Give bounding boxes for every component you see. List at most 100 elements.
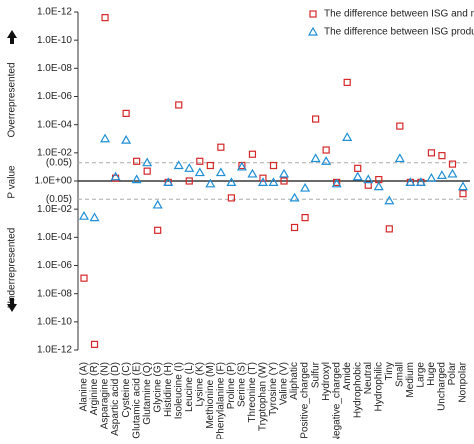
point (227, 194, 235, 202)
point (396, 122, 404, 130)
point (448, 160, 457, 168)
x-tick-label: Lysine (K) (194, 362, 205, 407)
x-tick-label: Huge (426, 362, 437, 386)
point (121, 134, 132, 144)
point (427, 149, 436, 157)
x-tick-label: Tryptophan (W) (258, 362, 269, 431)
y-tick-label: 1.0E-08 (37, 63, 72, 74)
point (331, 178, 342, 188)
point (89, 212, 100, 222)
point (152, 199, 163, 209)
point (133, 157, 141, 165)
point (131, 174, 142, 184)
point (259, 174, 267, 182)
point (436, 170, 447, 179)
x-tick-label: Hydroxyl (321, 362, 332, 401)
point (100, 133, 111, 143)
x-tick-label: Threonine (T) (247, 362, 258, 423)
up-arrow (7, 30, 17, 44)
y-tick-label: 1.0E-02 (37, 147, 72, 158)
x-tick-label: Aliphatic (289, 362, 300, 400)
y-label: P value (7, 165, 18, 199)
x-tick-label: Histidine (H) (163, 362, 174, 417)
point (101, 14, 109, 22)
x-tick-label: Nonpolar (458, 361, 469, 402)
point (80, 274, 88, 282)
point (154, 226, 162, 234)
y-tick-label: 1.0E-06 (37, 91, 72, 102)
point (322, 146, 330, 154)
x-tick-label: Isoleucine (I) (173, 362, 184, 419)
y-tick-label: 1.0E-10 (37, 35, 72, 46)
point (363, 174, 374, 184)
x-tick-label: Alanine (A) (79, 362, 90, 411)
y-tick-label: 1.0E-04 (37, 232, 72, 243)
point (289, 192, 300, 202)
legend-marker (307, 26, 319, 36)
x-tick-label: Hydrophilic (373, 362, 384, 411)
point (175, 101, 183, 109)
y-tick-label: 1.0E+00 (34, 176, 72, 187)
y-tick-label: 1.0E-12 (37, 345, 72, 356)
point (268, 177, 279, 187)
y-tick-label: 1.0E-02 (37, 204, 72, 215)
point (217, 143, 225, 151)
x-tick-label: Glycine (G) (152, 362, 163, 413)
point (163, 177, 174, 187)
point (194, 167, 205, 177)
point (438, 152, 446, 160)
x-tick-label: Neutral (363, 362, 374, 394)
point (310, 153, 321, 163)
point (415, 177, 426, 187)
x-tick-label: Glutamic acid (E) (131, 362, 142, 439)
y-tick-label: 1.0E-10 (37, 316, 72, 327)
y-tick-label: 1.0E-04 (37, 119, 72, 130)
x-tick-label: Serine (S) (237, 362, 248, 407)
point (290, 223, 299, 232)
point (447, 168, 458, 178)
point (173, 160, 184, 170)
point (205, 178, 216, 188)
point (269, 161, 278, 170)
x-tick-label: Proline (P) (226, 362, 237, 409)
y-tick-label: 1.0E-06 (37, 260, 72, 271)
point (405, 177, 416, 187)
point (247, 168, 258, 178)
point (257, 177, 269, 187)
legend-label: The difference between ISG products and … (324, 27, 474, 38)
point (206, 161, 214, 170)
y-tick-label: 1.0E-12 (37, 7, 72, 18)
point (248, 150, 257, 158)
x-tick-label: Methionine (M) (205, 362, 216, 429)
x-tick-label: Uncharged (437, 362, 448, 411)
x-tick-label: Cysteine (C) (121, 362, 132, 418)
point (394, 153, 405, 163)
point (110, 171, 121, 181)
point (352, 171, 363, 181)
x-tick-label: Leucine (L) (184, 362, 195, 412)
point (143, 167, 151, 175)
point (280, 177, 288, 185)
x-tick-label: Sulfur (310, 361, 321, 388)
point (142, 157, 153, 167)
point (215, 167, 226, 177)
legend-label: The difference between ISG and non-ISG p… (324, 9, 474, 20)
y-label-lower: Underrepresented (7, 228, 18, 309)
x-tick-label: Asparagine (N) (100, 362, 111, 429)
point (301, 214, 309, 222)
x-tick-label: Large (416, 362, 427, 388)
x-tick-label: Glutamine (Q) (142, 362, 153, 425)
point (278, 168, 290, 178)
point (373, 181, 384, 191)
x-tick-label: Amide (342, 362, 353, 391)
ref-line-label: (0.05) (46, 157, 72, 168)
x-tick-label: Tiny (384, 362, 395, 381)
x-tick-label: Positive_charged (300, 362, 311, 439)
x-tick-label: Arginine (R) (89, 362, 100, 415)
ref-line-label: (0.05) (46, 194, 72, 205)
point (459, 190, 467, 198)
point (122, 109, 130, 118)
point (226, 177, 237, 187)
x-tick-label: Phenylalanine (F) (216, 362, 227, 439)
